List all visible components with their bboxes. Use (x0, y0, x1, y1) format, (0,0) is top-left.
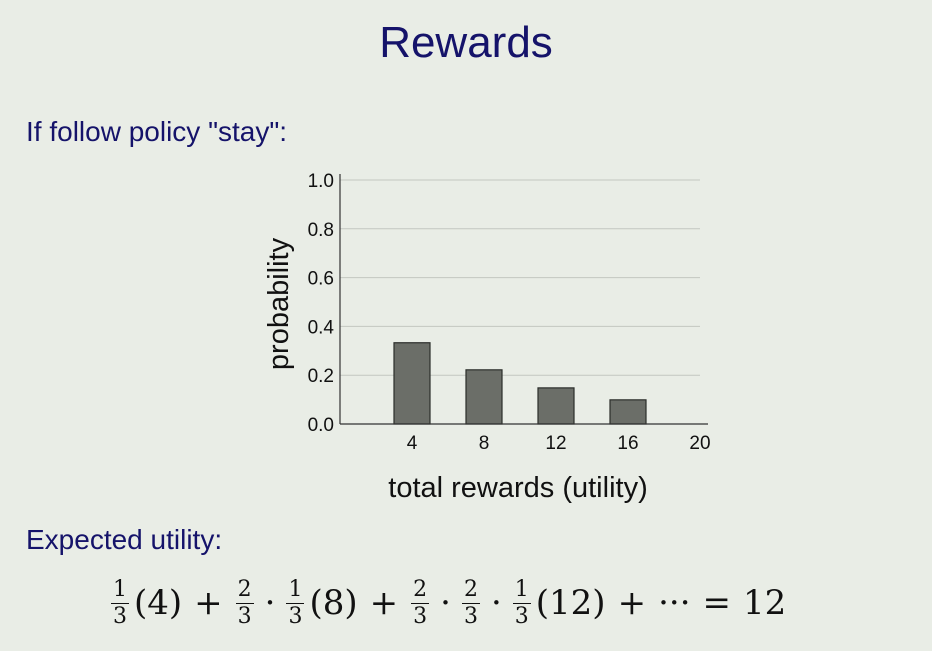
slide-title: Rewards (379, 18, 553, 67)
chart-axes (339, 174, 708, 425)
y-tick-label: 0.8 (308, 220, 334, 241)
expected-utility-heading: Expected utility: (26, 524, 223, 555)
fraction-numerator: 1 (512, 576, 531, 604)
fraction-denominator: 3 (237, 603, 252, 629)
multiply-dot: · (264, 583, 276, 623)
multiply-dot: · (440, 583, 451, 623)
y-tick-labels: 0.0 0.2 0.4 0.6 0.8 1.0 (308, 171, 335, 436)
fraction-numerator: 1 (111, 576, 129, 604)
formula-term: (12) (535, 583, 606, 623)
plus-sign: + (617, 583, 647, 623)
bar (393, 342, 431, 425)
bar (465, 369, 503, 425)
x-tick-labels: 4 8 12 16 20 (407, 433, 711, 454)
y-tick-label: 0.0 (308, 415, 334, 436)
x-tick-label: 12 (545, 433, 566, 454)
plus-sign: + (369, 583, 399, 623)
fraction-denominator: 3 (113, 603, 127, 629)
equals-sign: = (702, 583, 732, 623)
x-tick-label: 16 (617, 433, 638, 454)
multiply-dot: · (490, 583, 502, 623)
x-axis-label: total rewards (utility) (388, 472, 647, 504)
fraction-denominator: 3 (288, 603, 303, 629)
x-tick-label: 8 (479, 433, 490, 454)
fraction-numerator: 1 (286, 576, 305, 604)
bar (537, 387, 575, 425)
y-tick-label: 0.4 (308, 317, 335, 338)
formula-result: 12 (743, 583, 787, 623)
bar (609, 399, 647, 425)
policy-subheading: If follow policy "stay": (26, 116, 288, 147)
y-tick-label: 1.0 (308, 171, 334, 192)
fraction-numerator: 2 (461, 576, 480, 604)
probability-bar-chart: 0.00.20.40.60.81.0 4 8 12 16 20 probability … (263, 171, 711, 504)
y-tick-label: 0.2 (308, 366, 334, 387)
fraction-numerator: 2 (411, 576, 430, 604)
x-tick-label: 4 (407, 433, 418, 454)
fraction-numerator: 2 (235, 576, 254, 604)
formula-term: (4) (134, 583, 183, 623)
fraction-denominator: 3 (463, 603, 478, 629)
formula-term: (8) (309, 583, 358, 623)
x-tick-label: 20 (689, 433, 710, 454)
fraction-denominator: 3 (514, 603, 529, 629)
chart-bars (393, 342, 647, 425)
fraction-denominator: 3 (413, 603, 428, 629)
y-axis-label: probability (263, 237, 295, 370)
ellipsis: ··· (658, 583, 691, 623)
plus-sign: + (194, 583, 223, 623)
y-tick-label: 0.6 (308, 269, 334, 290)
